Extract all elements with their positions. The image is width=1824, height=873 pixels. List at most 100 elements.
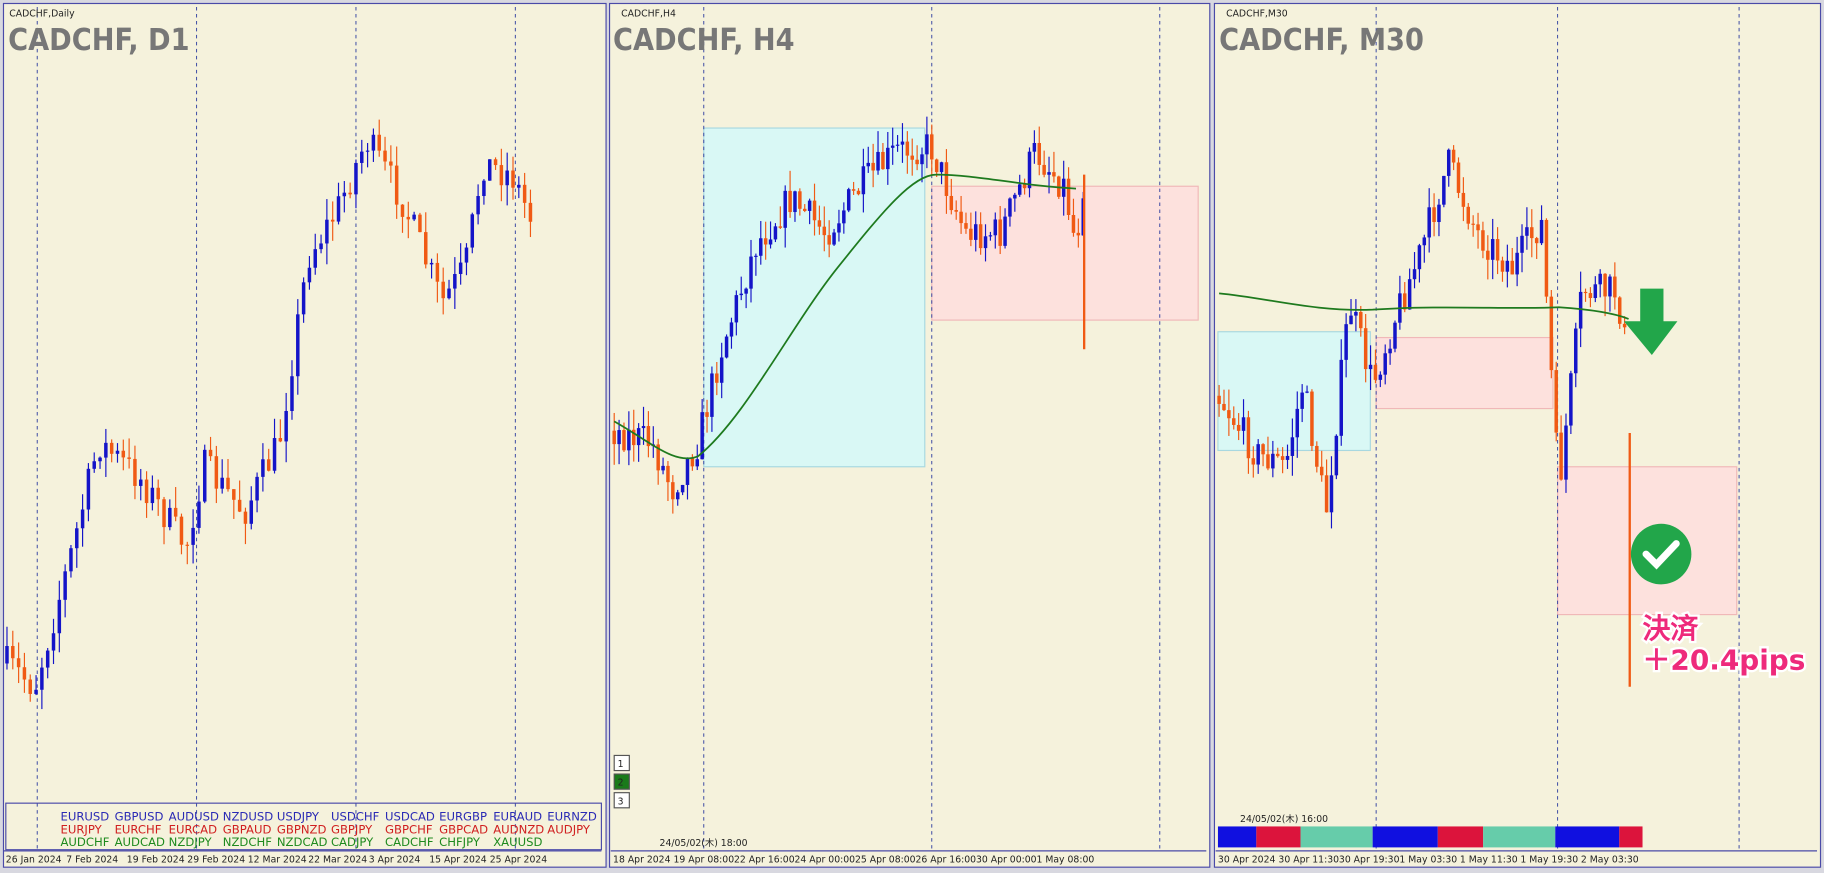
candle bbox=[365, 150, 370, 152]
symbol[interactable]: GBPNZD bbox=[277, 822, 327, 836]
symbol[interactable]: AUDJPY bbox=[547, 822, 591, 836]
symbol[interactable]: EURNZD bbox=[547, 810, 597, 824]
candle bbox=[168, 507, 172, 528]
candle bbox=[441, 281, 445, 299]
candle bbox=[220, 477, 224, 489]
check-mark bbox=[1642, 540, 1680, 570]
symbol[interactable]: AUDCHF bbox=[60, 835, 109, 849]
symbol[interactable]: AUDCAD bbox=[115, 835, 165, 849]
candle bbox=[622, 430, 626, 451]
tab[interactable] bbox=[613, 754, 630, 772]
symbol[interactable]: GBPUSD bbox=[115, 810, 164, 824]
candle bbox=[1505, 260, 1510, 272]
candle bbox=[1256, 444, 1260, 465]
symbol[interactable]: AUDUSD bbox=[169, 810, 219, 824]
symbol[interactable]: CADJPY bbox=[331, 835, 374, 849]
symbol[interactable]: USDCHF bbox=[331, 810, 380, 824]
strength-block bbox=[1555, 826, 1620, 848]
candle bbox=[895, 144, 900, 146]
candle bbox=[983, 236, 988, 249]
x-date-label: 30 Apr 11:30 bbox=[1278, 855, 1339, 866]
symbol[interactable]: USDCAD bbox=[385, 810, 435, 824]
symbol[interactable]: USDJPY bbox=[277, 810, 320, 824]
candle bbox=[871, 162, 875, 171]
candle bbox=[1334, 435, 1339, 476]
candle bbox=[1217, 395, 1221, 404]
candle bbox=[127, 457, 131, 459]
symbol[interactable]: EURAUD bbox=[493, 810, 542, 824]
tab[interactable] bbox=[613, 773, 630, 790]
candle bbox=[290, 376, 294, 412]
candle bbox=[969, 228, 973, 240]
candle bbox=[1393, 322, 1397, 349]
candle bbox=[371, 134, 376, 151]
candle bbox=[768, 239, 773, 245]
x-date-label: 15 Apr 2024 bbox=[429, 855, 487, 866]
symbol[interactable]: NZDCHF bbox=[223, 835, 272, 849]
symbol[interactable]: EURUSD bbox=[60, 810, 109, 824]
candle bbox=[517, 184, 521, 188]
x-date-label: 7 Feb 2024 bbox=[66, 855, 118, 866]
candle bbox=[383, 150, 387, 162]
symbol[interactable]: EURGBP bbox=[439, 810, 487, 824]
candle bbox=[11, 646, 15, 659]
strength-block bbox=[1483, 826, 1556, 848]
candle bbox=[1329, 475, 1334, 513]
tab-label[interactable]: 3 bbox=[618, 796, 624, 807]
candle bbox=[1261, 444, 1265, 455]
candle bbox=[1285, 455, 1290, 460]
symbol[interactable]: CADCHF bbox=[385, 835, 434, 849]
candle bbox=[1613, 276, 1617, 298]
candle bbox=[34, 689, 38, 694]
symbol[interactable]: NZDJPY bbox=[169, 835, 213, 849]
tab[interactable] bbox=[613, 792, 630, 809]
candle bbox=[255, 476, 259, 501]
candle bbox=[739, 293, 743, 296]
panel-title: CADCHF, D1 bbox=[8, 23, 189, 58]
candle bbox=[1008, 198, 1012, 217]
symbol[interactable]: EURJPY bbox=[60, 822, 102, 836]
candle bbox=[40, 667, 44, 690]
symbol[interactable]: GBPCHF bbox=[385, 822, 433, 836]
candle bbox=[759, 238, 763, 256]
m30-bar bbox=[1217, 826, 1643, 848]
candle bbox=[998, 219, 1002, 246]
strength-block bbox=[1256, 826, 1301, 848]
tab-label[interactable]: 2 bbox=[618, 778, 624, 789]
candle bbox=[685, 457, 690, 485]
symbol[interactable]: AUDNZD bbox=[493, 822, 544, 836]
candle bbox=[1534, 238, 1539, 244]
candle bbox=[1032, 143, 1037, 152]
candle bbox=[876, 151, 880, 171]
symbol[interactable]: NZDCAD bbox=[277, 835, 328, 849]
x-date-label: 18 Apr 2024 bbox=[613, 855, 671, 866]
symbol[interactable]: NZDUSD bbox=[223, 810, 273, 824]
symbol[interactable]: GBPCAD bbox=[439, 822, 488, 836]
candle bbox=[173, 507, 178, 517]
panel-d1[interactable] bbox=[2, 2, 607, 868]
tabs[interactable] bbox=[613, 754, 630, 809]
x-date-label: 1 May 08:00 bbox=[1036, 855, 1094, 866]
candle bbox=[412, 214, 416, 220]
symbol[interactable]: XAUUSD bbox=[493, 835, 542, 849]
candle bbox=[144, 479, 149, 504]
tab-label[interactable]: 1 bbox=[618, 759, 624, 770]
symbol[interactable]: GBPJPY bbox=[331, 822, 373, 836]
symbol[interactable]: EURCAD bbox=[169, 822, 217, 836]
candle bbox=[1359, 311, 1363, 329]
candle bbox=[783, 190, 787, 228]
candle bbox=[905, 141, 910, 156]
candle bbox=[988, 235, 993, 237]
candle bbox=[202, 449, 207, 502]
candle bbox=[1310, 391, 1314, 446]
symbol[interactable]: GBPAUD bbox=[223, 822, 272, 836]
candle bbox=[243, 511, 248, 524]
candle bbox=[185, 544, 190, 546]
strength-block bbox=[1619, 826, 1643, 848]
candle bbox=[724, 336, 729, 358]
candle bbox=[80, 509, 85, 529]
candle bbox=[1275, 453, 1280, 457]
candle bbox=[1608, 276, 1612, 297]
symbol[interactable]: CHFJPY bbox=[439, 835, 481, 849]
symbol[interactable]: EURCHF bbox=[115, 822, 162, 836]
